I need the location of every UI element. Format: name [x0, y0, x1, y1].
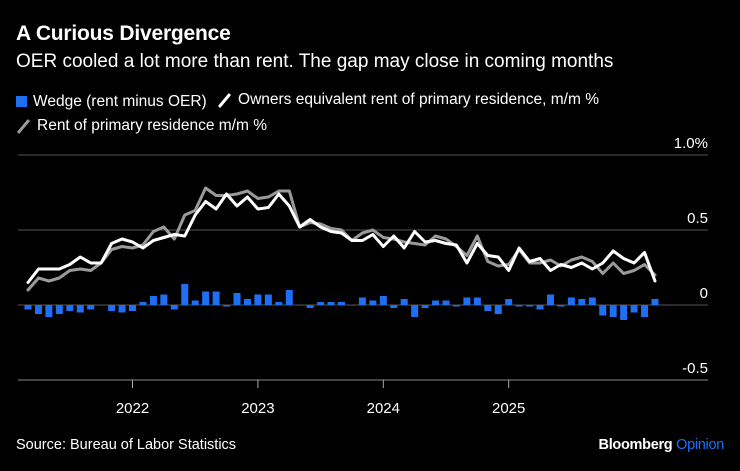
wedge-bar: [264, 294, 272, 305]
wedge-bar: [442, 300, 450, 305]
wedge-bar: [609, 305, 617, 317]
wedge-bar: [588, 297, 596, 305]
wedge-bar: [149, 296, 157, 305]
wedge-bar: [327, 302, 335, 305]
wedge-bar: [505, 299, 513, 305]
y-tick-label: 0.5: [687, 210, 708, 227]
wedge-bar: [379, 296, 387, 305]
wedge-bar: [160, 294, 168, 305]
wedge-bar: [641, 305, 649, 317]
wedge-bar: [66, 305, 74, 311]
wedge-bar: [87, 305, 95, 310]
wedge-bar: [129, 305, 136, 311]
wedge-bar: [170, 305, 178, 310]
legend-label-oer: Owners equivalent rent of primary reside…: [238, 91, 599, 108]
wedge-bar: [45, 305, 53, 317]
wedge-bar: [599, 305, 607, 316]
x-tick-label: 2023: [241, 400, 274, 417]
legend-label-wedge: Wedge (rent minus OER): [33, 92, 207, 110]
wedge-bar: [432, 300, 440, 305]
wedge-bar: [233, 293, 241, 305]
wedge-bar: [296, 305, 304, 306]
chart-title: A Curious Divergence: [16, 22, 231, 45]
wedge-bar: [139, 302, 147, 305]
legend: Wedge (rent minus OER) Owners equivalent…: [16, 89, 716, 140]
wedge-bar: [547, 294, 554, 305]
legend-item-wedge: Wedge (rent minus OER): [16, 91, 207, 113]
wedge-bar: [24, 305, 32, 310]
wedge-bar: [223, 305, 231, 307]
wedge-bar: [108, 305, 116, 311]
rent-series-line: [26, 186, 657, 292]
wedge-bar: [390, 305, 398, 308]
wedge-bar: [411, 305, 419, 317]
brand-logo: Bloomberg Opinion: [598, 437, 725, 453]
chart-subtitle: OER cooled a lot more than rent. The gap…: [16, 51, 614, 72]
wedge-bar: [484, 305, 492, 311]
source-note: Source: Bureau of Labor Statistics: [16, 437, 237, 453]
wedge-bar: [243, 299, 251, 305]
wedge-bar: [285, 290, 293, 305]
legend-item-rent: Rent of primary residence m/m %: [16, 115, 267, 137]
wedge-bar: [212, 291, 220, 305]
wedge-bar: [421, 305, 429, 308]
wedge-bar: [275, 302, 283, 305]
wedge-bar: [369, 300, 377, 305]
legend-swatch-wedge: [16, 96, 27, 107]
wedge-bar: [191, 300, 199, 305]
wedge-bar: [97, 305, 105, 306]
wedge-bar: [55, 305, 63, 314]
wedge-bar: [536, 305, 544, 310]
wedge-bar: [452, 305, 460, 307]
wedge-bar: [567, 297, 575, 305]
wedge-bar: [358, 297, 366, 305]
wedge-bar: [202, 291, 210, 305]
wedge-bar: [254, 294, 262, 305]
brand-sub: Opinion: [676, 437, 724, 453]
wedge-bar: [348, 305, 356, 306]
wedge-bar: [494, 305, 502, 314]
y-tick-label: -0.5: [682, 360, 708, 377]
wedge-bar: [630, 305, 638, 313]
wedge-bar: [473, 297, 481, 305]
wedge-bar: [400, 299, 408, 305]
oer-series-line: [26, 192, 657, 284]
wedge-bar: [306, 305, 314, 308]
wedge-bar: [651, 299, 659, 305]
wedge-bar: [578, 299, 586, 305]
wedge-bar: [118, 305, 126, 313]
wedge-bar: [76, 305, 84, 313]
wedge-bar: [317, 302, 325, 305]
x-tick-label: 2022: [116, 400, 149, 417]
wedge-bar: [181, 284, 189, 305]
brand-main: Bloomberg: [598, 437, 673, 453]
y-tick-label: 1.0%: [674, 135, 708, 152]
wedge-bar: [34, 305, 42, 314]
wedge-bar: [515, 305, 523, 307]
legend-item-oer: Owners equivalent rent of primary reside…: [217, 89, 599, 111]
x-tick-label: 2025: [492, 400, 525, 417]
wedge-bar: [620, 305, 628, 320]
legend-label-rent: Rent of primary residence m/m %: [37, 117, 267, 134]
wedge-bar: [557, 305, 565, 307]
wedge-bar: [463, 297, 471, 305]
y-tick-label: 0: [700, 285, 708, 302]
wedge-bar: [526, 305, 534, 307]
x-tick-label: 2024: [367, 400, 400, 417]
wedge-bar: [338, 302, 345, 305]
